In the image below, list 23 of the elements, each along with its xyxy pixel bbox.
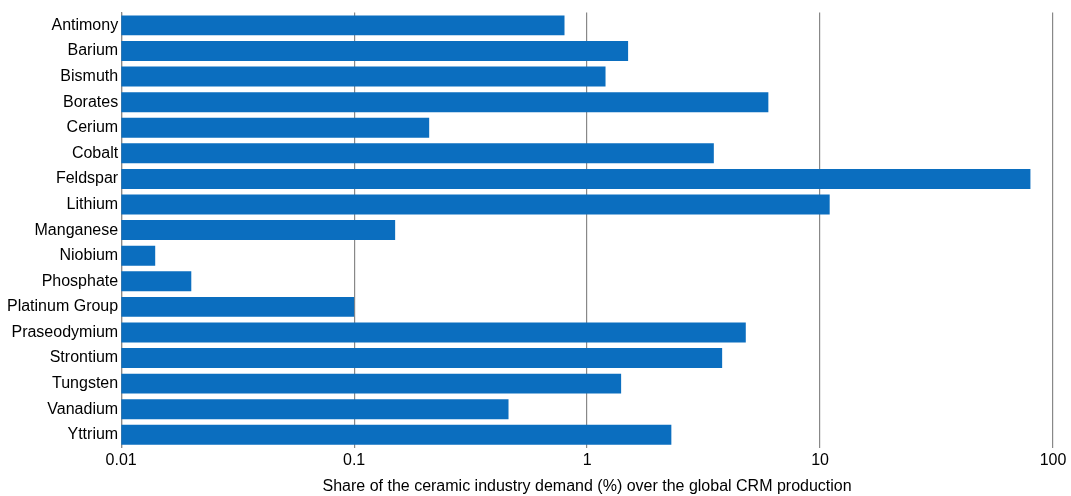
x-tick-label: 0.01: [105, 450, 137, 468]
y-tick-label: Cobalt: [71, 143, 119, 161]
x-tick-label: 100: [1039, 450, 1067, 468]
y-tick-label: Lithium: [66, 194, 119, 212]
y-tick-label: Praseodymium: [11, 322, 119, 340]
y-tick-label: Antimony: [51, 15, 119, 33]
y-tick-label: Borates: [63, 92, 119, 110]
y-tick-label: Strontium: [49, 348, 119, 366]
y-tick-label: Cerium: [66, 118, 119, 136]
y-tick-label: Vanadium: [47, 399, 119, 417]
x-tick-label: 0.1: [343, 450, 366, 468]
y-tick-label: Platinum Group: [6, 297, 119, 315]
y-tick-label: Yttrium: [67, 425, 119, 443]
y-tick-label: Niobium: [59, 246, 119, 264]
y-tick-label: Phosphate: [41, 271, 119, 289]
y-tick-label: Tungsten: [52, 374, 119, 392]
x-axis-title: Share of the ceramic industry demand (%) over the global CRM production: [322, 476, 852, 494]
y-tick-label: Manganese: [34, 220, 119, 238]
y-tick-label: Bismuth: [60, 66, 119, 84]
x-tick-label: 1: [582, 450, 592, 468]
x-tick-label: 10: [811, 450, 830, 468]
y-tick-label: Barium: [67, 41, 119, 59]
y-tick-label: Feldspar: [55, 169, 119, 187]
